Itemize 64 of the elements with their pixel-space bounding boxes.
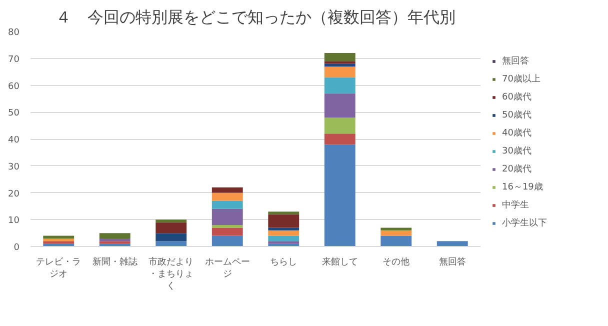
bar: [324, 77, 356, 94]
y-tick-label: 10: [8, 216, 20, 226]
bar: [99, 238, 130, 242]
bar: [268, 228, 300, 230]
legend-label: 30歳代: [502, 145, 532, 157]
bar: [380, 228, 412, 230]
legend-label: 50歳代: [502, 109, 532, 121]
y-tick-label: 50: [8, 108, 20, 119]
bar: [156, 233, 187, 242]
y-tick-label: 60: [8, 82, 20, 92]
bar: [156, 241, 187, 246]
legend-label: 60歳代: [502, 91, 532, 103]
x-tick-label: ちらし: [270, 258, 298, 268]
bar: [43, 236, 74, 238]
bar: [212, 200, 243, 209]
bar: [268, 241, 300, 244]
bar: [324, 118, 356, 134]
bar: [99, 241, 130, 244]
bar: [380, 230, 412, 236]
bar: [268, 230, 300, 236]
bar: [324, 93, 356, 118]
bar: [212, 208, 243, 225]
x-tick-label: テレビ・ラジオ: [36, 256, 82, 280]
bar: [324, 134, 356, 144]
bar: [268, 214, 300, 228]
y-tick-label: 40: [8, 136, 20, 146]
y-tick-label: 80: [8, 28, 20, 38]
legend-label: 40歳代: [502, 127, 532, 139]
bar: [212, 187, 243, 193]
bar: [324, 61, 356, 64]
bar: [43, 238, 74, 242]
y-tick-label: 30: [8, 162, 20, 172]
bar: [43, 241, 74, 244]
bar: [212, 225, 243, 228]
bar: [268, 236, 300, 242]
x-tick-label: 新聞・雑誌: [92, 256, 138, 268]
x-tick-label: ホームページ: [204, 258, 250, 280]
bar: [156, 220, 187, 222]
legend-label: 16～19歳: [502, 181, 543, 193]
y-tick-label: 20: [8, 189, 20, 200]
chart-title: ４ 今回の特別展をどこで知ったか（複数回答）年代別: [56, 8, 456, 26]
x-tick-label: その他: [382, 256, 410, 268]
bar: [212, 236, 243, 246]
x-tick-label: 市政だより・まちりょく: [148, 256, 194, 292]
legend-label: 70歳以上: [502, 73, 540, 85]
y-tick-label: 0: [14, 243, 20, 253]
y-tick-label: 70: [8, 54, 20, 65]
bar: [324, 64, 356, 66]
bar: [324, 53, 356, 62]
legend-label: 無回答: [502, 55, 529, 67]
bar: [324, 66, 356, 78]
bar: [212, 192, 243, 201]
legend-label: 20歳代: [502, 163, 532, 175]
bar: [436, 241, 468, 246]
bar: [212, 228, 243, 236]
legend-label: 中学生: [502, 199, 529, 211]
x-tick-label: 来館して: [322, 256, 358, 268]
x-tick-label: 無回答: [438, 256, 466, 268]
bar: [380, 236, 412, 246]
bar: [156, 222, 187, 234]
bar: [99, 233, 130, 238]
bar: [268, 212, 300, 214]
legend-label: 小学生以下: [502, 217, 547, 229]
bar: [324, 144, 356, 246]
